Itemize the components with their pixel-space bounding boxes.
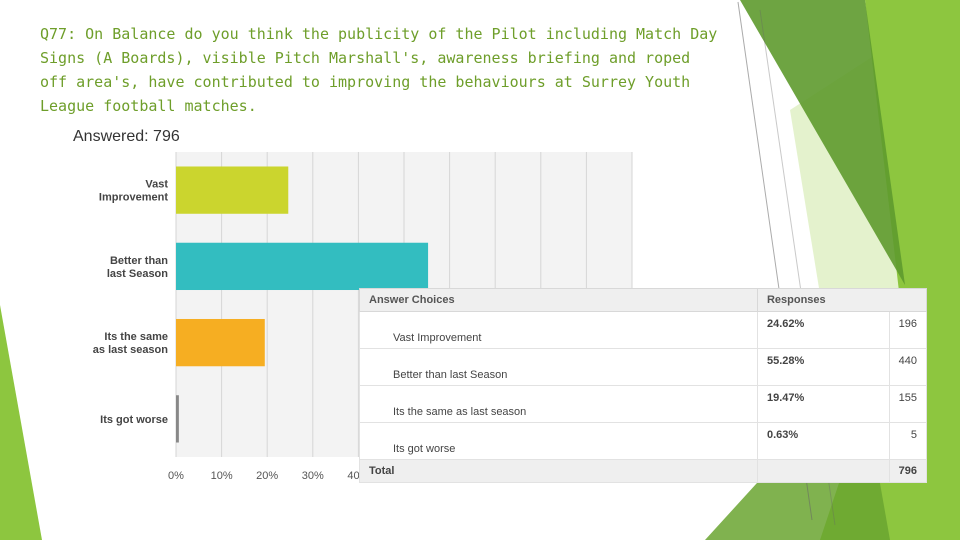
category-label: Improvement	[99, 192, 168, 204]
row-choice: Vast Improvement	[359, 311, 758, 349]
row-percent: 19.47%	[756, 385, 890, 423]
total-label: Total	[359, 459, 758, 483]
question-title: Q77: On Balance do you think the publici…	[40, 25, 718, 115]
bar	[176, 318, 265, 367]
bar	[176, 166, 289, 214]
answered-count: Answered: 796	[73, 128, 180, 145]
row-choice: Better than last Season	[359, 348, 758, 386]
table-total-row: Total 796	[359, 459, 928, 483]
header-responses: Responses	[756, 288, 928, 312]
x-tick-label: 0%	[168, 470, 184, 482]
row-count: 5	[888, 422, 928, 460]
header-answer-choices: Answer Choices	[359, 288, 758, 312]
category-label: Better than	[110, 255, 168, 267]
x-tick-label: 10%	[211, 470, 233, 482]
total-spacer	[756, 459, 890, 483]
row-count: 440	[888, 348, 928, 386]
row-percent: 24.62%	[756, 311, 890, 349]
table-row: Its got worse 0.63% 5	[359, 422, 928, 460]
x-tick-label: 30%	[302, 470, 324, 482]
table-row: Better than last Season 55.28% 440	[359, 348, 928, 386]
row-choice: Its the same as last season	[359, 385, 758, 423]
x-tick-label: 20%	[256, 470, 278, 482]
total-count: 796	[888, 459, 928, 483]
row-percent: 55.28%	[756, 348, 890, 386]
row-count: 155	[888, 385, 928, 423]
category-label: Its the same	[104, 331, 168, 343]
category-label: last Season	[107, 268, 168, 280]
table-header-row: Answer Choices Responses	[359, 288, 928, 312]
responses-table: Answer Choices Responses Vast Improvemen…	[359, 288, 928, 483]
row-choice: Its got worse	[359, 422, 758, 460]
category-label: as last season	[93, 344, 168, 356]
row-percent: 0.63%	[756, 422, 890, 460]
left-green-triangle	[0, 305, 42, 540]
category-label: Vast	[145, 179, 168, 191]
bar	[176, 395, 179, 443]
row-count: 196	[888, 311, 928, 349]
table-row: Vast Improvement 24.62% 196	[359, 311, 928, 349]
category-label: Its got worse	[100, 414, 168, 426]
table-row: Its the same as last season 19.47% 155	[359, 385, 928, 423]
bar	[176, 242, 429, 291]
right-dark-green-shape	[740, 0, 905, 285]
